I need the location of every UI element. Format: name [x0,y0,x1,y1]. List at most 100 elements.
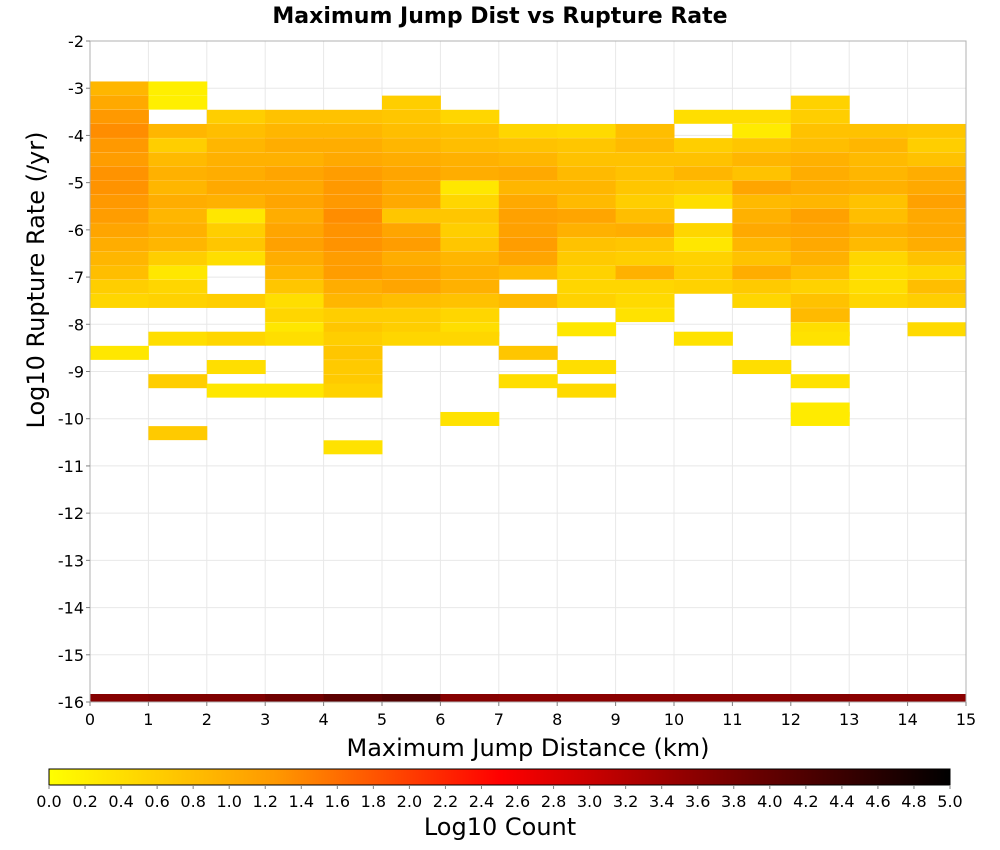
heatmap-cell [90,279,149,294]
heatmap-cell [615,223,675,238]
heatmap-cell [382,194,441,209]
colorbar-tick-label: 2.4 [469,792,494,811]
heatmap-cell [382,208,441,223]
heatmap-cell [907,251,967,266]
heatmap-cell [382,109,441,124]
heatmap-cell [440,251,500,266]
heatmap-cell [148,166,208,181]
heatmap-cell [206,152,266,167]
heatmap-cell [790,109,850,124]
heatmap-cell [907,322,967,337]
y-axis-ticks: -2 -3 -4 -5 -6 -7 -8 -9 -10 -11 -12 -13 -14 -15 -16 [58,32,90,712]
colorbar-tick-label: 3.2 [613,792,638,811]
heatmap-cell [498,237,558,252]
heatmap-cell [148,331,208,346]
y-tick-label: -12 [58,504,84,523]
heatmap-cell [498,208,558,223]
heatmap-cell [907,138,967,153]
heatmap-cell [615,293,675,308]
heatmap-cell [615,123,675,138]
heatmap-cell [148,279,208,294]
heatmap-cell [732,166,792,181]
x-tick-label: 7 [494,710,504,729]
heatmap-cell [440,166,500,181]
colorbar-tick-label: 0.0 [36,792,61,811]
heatmap-cells [90,81,967,455]
heatmap-cell [790,223,850,238]
bottom-band-cell [615,694,675,702]
heatmap-cell [849,237,909,252]
heatmap-cell [557,251,617,266]
heatmap-cell [265,237,325,252]
heatmap-cell [323,383,383,398]
y-tick-label: -5 [68,174,84,193]
heatmap-cell [148,123,208,138]
heatmap-cell [674,194,733,209]
x-tick-label: 1 [143,710,153,729]
heatmap-cell [498,166,558,181]
x-tick-label: 5 [377,710,387,729]
heatmap-cell [323,237,383,252]
heatmap-cell [90,152,149,167]
colorbar-tick-label: 3.4 [649,792,674,811]
heatmap-cell [265,138,325,153]
heatmap-cell [265,152,325,167]
heatmap-cell [148,426,208,441]
x-axis-label: Maximum Jump Distance (km) [347,734,710,762]
heatmap-cell [90,138,149,153]
heatmap-cell [382,166,441,181]
heatmap-cell [148,194,208,209]
bottom-band-cell [382,694,441,702]
heatmap-cell [557,180,617,195]
heatmap-cell [498,374,558,389]
heatmap-cell [498,345,558,360]
heatmap-cell [265,265,325,280]
colorbar-tick-label: 2.6 [505,792,530,811]
heatmap-cell [849,223,909,238]
heatmap-cell [557,138,617,153]
x-tick-label: 6 [435,710,445,729]
colorbar-tick-label: 1.4 [289,792,314,811]
heatmap-cell [90,208,149,223]
heatmap-cell [732,279,792,294]
bottom-band-cell [265,694,325,702]
colorbar-tick-label: 3.0 [577,792,602,811]
heatmap-cell [265,180,325,195]
heatmap-cell [206,208,266,223]
heatmap-cell [674,251,733,266]
bottom-band-cell [90,694,149,702]
bottom-band [90,694,967,702]
heatmap-cell [498,152,558,167]
bottom-band-cell [674,694,733,702]
heatmap-cell [557,237,617,252]
heatmap-cell [148,251,208,266]
colorbar-tick-label: 1.8 [361,792,386,811]
heatmap-cell [674,180,733,195]
heatmap-cell [790,308,850,323]
heatmap-cell [790,265,850,280]
heatmap-cell [849,166,909,181]
x-tick-label: 0 [85,710,95,729]
heatmap-cell [557,322,617,337]
y-tick-label: -4 [68,126,84,145]
heatmap-cell [674,265,733,280]
heatmap-cell [382,237,441,252]
heatmap-cell [674,237,733,252]
y-tick-label: -13 [58,551,84,570]
heatmap-cell [732,194,792,209]
x-tick-label: 3 [260,710,270,729]
bottom-band-cell [498,694,558,702]
heatmap-cell [440,223,500,238]
heatmap-cell [382,331,441,346]
heatmap-cell [206,360,266,375]
bottom-band-cell [790,694,850,702]
heatmap-cell [323,279,383,294]
y-tick-label: -2 [68,32,84,51]
heatmap-cell [382,152,441,167]
heatmap-cell [849,279,909,294]
heatmap-cell [440,208,500,223]
heatmap-cell [323,223,383,238]
heatmap-cell [265,109,325,124]
bottom-band-cell [323,694,383,702]
heatmap-cell [323,293,383,308]
